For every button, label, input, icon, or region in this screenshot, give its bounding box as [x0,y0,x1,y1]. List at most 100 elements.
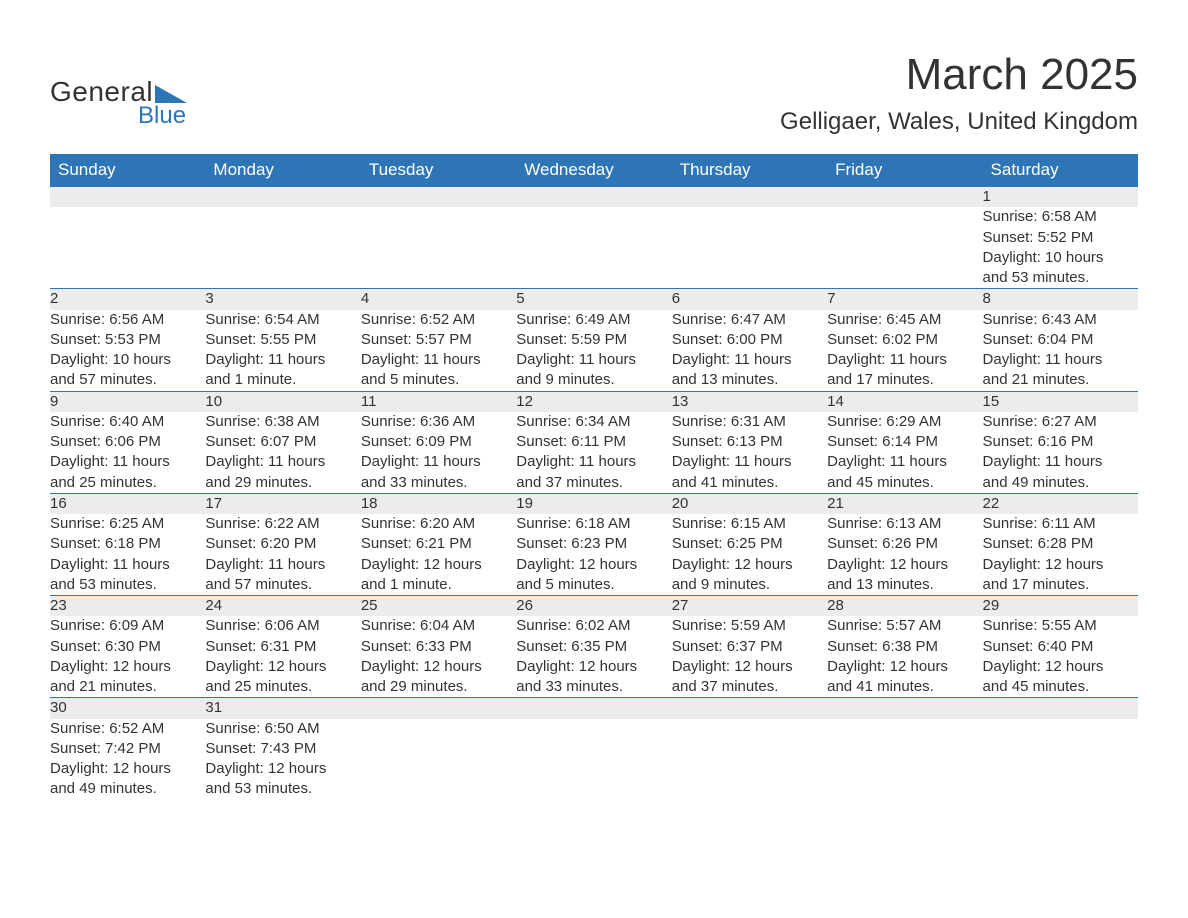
daylight2-text: and 25 minutes. [50,473,205,493]
day-info-cell: Sunrise: 6:27 AMSunset: 6:16 PMDaylight:… [983,412,1138,494]
sunset-text: Sunset: 5:55 PM [205,330,360,350]
daylight2-text: and 45 minutes. [827,473,982,493]
day-info-cell: Sunrise: 6:56 AMSunset: 5:53 PMDaylight:… [50,310,205,392]
day-number: 13 [672,393,689,410]
daylight2-text: and 49 minutes. [50,779,205,799]
day-number-cell: 8 [983,289,1138,310]
day-number-cell: 21 [827,493,982,514]
day-number: 6 [672,290,680,307]
day-info-cell [827,207,982,289]
day-info-cell: Sunrise: 6:06 AMSunset: 6:31 PMDaylight:… [205,616,360,698]
daylight2-text: and 9 minutes. [672,575,827,595]
day-info-cell [983,719,1138,800]
daynum-row: 2345678 [50,289,1138,310]
sunset-text: Sunset: 6:18 PM [50,534,205,554]
day-info-cell: Sunrise: 6:36 AMSunset: 6:09 PMDaylight:… [361,412,516,494]
day-number: 15 [983,393,1000,410]
daylight1-text: Daylight: 11 hours [983,350,1138,370]
day-number-cell: 20 [672,493,827,514]
sunset-text: Sunset: 6:16 PM [983,432,1138,452]
sunset-text: Sunset: 7:43 PM [205,739,360,759]
sunrise-text: Sunrise: 6:18 AM [516,514,671,534]
day-number: 18 [361,495,378,512]
day-info-cell: Sunrise: 6:29 AMSunset: 6:14 PMDaylight:… [827,412,982,494]
day-number-cell [672,698,827,719]
weekday-header: Friday [827,154,982,187]
daylight2-text: and 37 minutes. [672,677,827,697]
daylight1-text: Daylight: 11 hours [827,452,982,472]
sunrise-text: Sunrise: 6:20 AM [361,514,516,534]
day-number-cell: 19 [516,493,671,514]
day-number-cell: 1 [983,187,1138,208]
info-row: Sunrise: 6:40 AMSunset: 6:06 PMDaylight:… [50,412,1138,494]
info-row: Sunrise: 6:09 AMSunset: 6:30 PMDaylight:… [50,616,1138,698]
day-number: 12 [516,393,533,410]
sunrise-text: Sunrise: 6:50 AM [205,719,360,739]
day-number-cell [50,187,205,208]
day-number: 9 [50,393,58,410]
day-number-cell: 27 [672,596,827,617]
sunset-text: Sunset: 6:07 PM [205,432,360,452]
day-number-cell: 6 [672,289,827,310]
daylight2-text: and 53 minutes. [50,575,205,595]
sunset-text: Sunset: 5:59 PM [516,330,671,350]
sunset-text: Sunset: 6:11 PM [516,432,671,452]
daylight2-text: and 21 minutes. [983,370,1138,390]
day-number: 20 [672,495,689,512]
daylight1-text: Daylight: 12 hours [50,759,205,779]
daylight1-text: Daylight: 12 hours [827,657,982,677]
daylight1-text: Daylight: 12 hours [516,657,671,677]
sunrise-text: Sunrise: 6:45 AM [827,310,982,330]
day-info-cell: Sunrise: 6:45 AMSunset: 6:02 PMDaylight:… [827,310,982,392]
daynum-row: 23242526272829 [50,596,1138,617]
daylight1-text: Daylight: 11 hours [50,452,205,472]
day-number-cell: 28 [827,596,982,617]
daylight2-text: and 17 minutes. [827,370,982,390]
sunset-text: Sunset: 5:57 PM [361,330,516,350]
day-number-cell: 11 [361,391,516,412]
sunrise-text: Sunrise: 6:56 AM [50,310,205,330]
day-number-cell: 7 [827,289,982,310]
calendar-body: 1 Sunrise: 6:58 AMSunset: 5:52 PMDayligh… [50,187,1138,800]
day-number-cell: 25 [361,596,516,617]
daylight1-text: Daylight: 12 hours [983,555,1138,575]
day-number: 14 [827,393,844,410]
day-number: 11 [361,393,377,410]
day-number: 23 [50,597,67,614]
day-number-cell: 4 [361,289,516,310]
day-info-cell: Sunrise: 6:58 AMSunset: 5:52 PMDaylight:… [983,207,1138,289]
sunrise-text: Sunrise: 6:43 AM [983,310,1138,330]
day-number-cell [205,187,360,208]
sunrise-text: Sunrise: 6:34 AM [516,412,671,432]
day-number-cell: 12 [516,391,671,412]
sunset-text: Sunset: 5:53 PM [50,330,205,350]
day-info-cell: Sunrise: 6:47 AMSunset: 6:00 PMDaylight:… [672,310,827,392]
location: Gelligaer, Wales, United Kingdom [780,108,1138,136]
sunrise-text: Sunrise: 6:02 AM [516,616,671,636]
daylight2-text: and 41 minutes. [827,677,982,697]
daylight2-text: and 1 minute. [361,575,516,595]
weekday-header: Tuesday [361,154,516,187]
sunset-text: Sunset: 6:40 PM [983,637,1138,657]
sunset-text: Sunset: 6:09 PM [361,432,516,452]
day-info-cell [516,719,671,800]
daylight2-text: and 53 minutes. [983,268,1138,288]
daylight1-text: Daylight: 11 hours [205,350,360,370]
day-number: 28 [827,597,844,614]
title-block: March 2025 Gelligaer, Wales, United King… [780,50,1138,136]
sunrise-text: Sunrise: 6:49 AM [516,310,671,330]
day-info-cell: Sunrise: 6:34 AMSunset: 6:11 PMDaylight:… [516,412,671,494]
day-number: 2 [50,290,58,307]
sunrise-text: Sunrise: 6:13 AM [827,514,982,534]
daylight1-text: Daylight: 11 hours [205,452,360,472]
day-number-cell: 10 [205,391,360,412]
daylight2-text: and 57 minutes. [205,575,360,595]
sunset-text: Sunset: 6:35 PM [516,637,671,657]
sunset-text: Sunset: 6:13 PM [672,432,827,452]
sunrise-text: Sunrise: 6:31 AM [672,412,827,432]
sunrise-text: Sunrise: 6:04 AM [361,616,516,636]
daylight2-text: and 29 minutes. [361,677,516,697]
day-number-cell: 2 [50,289,205,310]
day-info-cell: Sunrise: 5:55 AMSunset: 6:40 PMDaylight:… [983,616,1138,698]
daylight2-text: and 49 minutes. [983,473,1138,493]
